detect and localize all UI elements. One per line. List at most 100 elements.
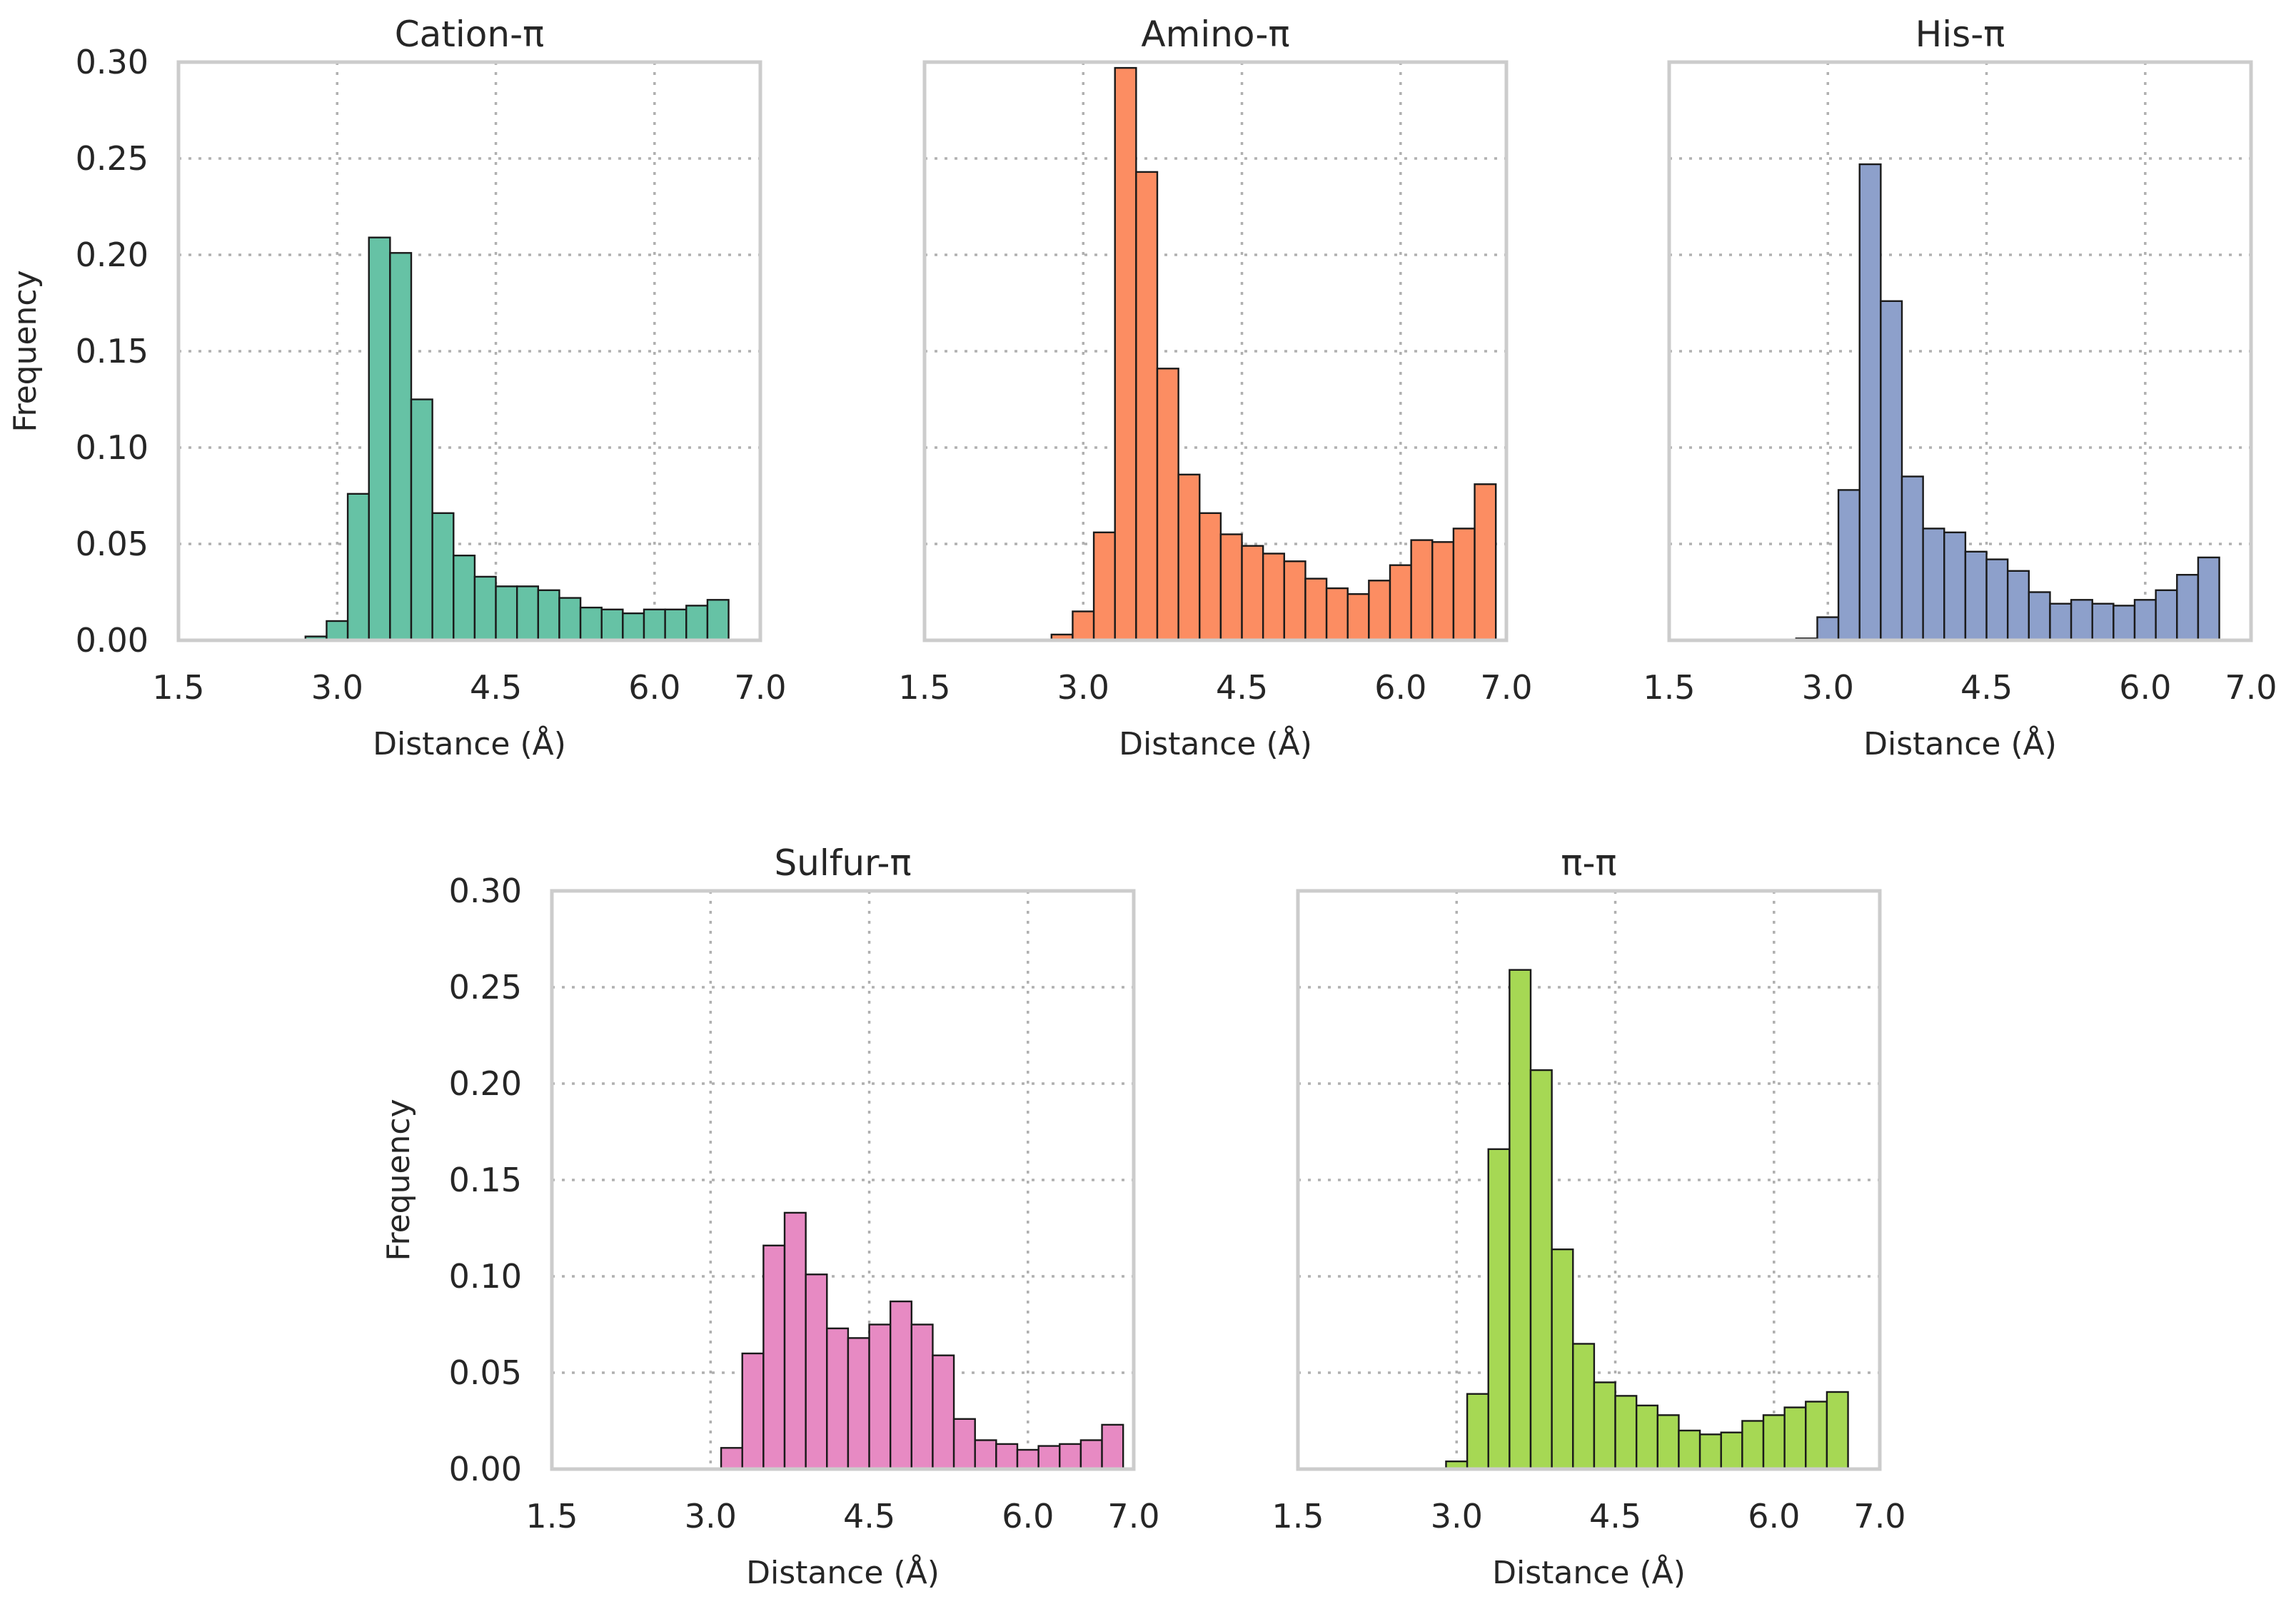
histogram-bar [1072, 610, 1095, 642]
x-axis-label: Distance (Å) [1119, 725, 1312, 762]
histogram-bar [1101, 1423, 1124, 1471]
histogram-bar [1985, 558, 2009, 642]
histogram-bar [558, 597, 582, 642]
histogram-bar [2176, 574, 2200, 642]
histogram-bar [868, 1323, 892, 1471]
y-tick-label: 0.20 [76, 236, 148, 274]
y-tick-label: 0.15 [76, 332, 148, 370]
histogram-bar [410, 398, 433, 642]
x-tick-label: 1.5 [1272, 1497, 1324, 1535]
histogram-bar [1016, 1448, 1039, 1471]
y-axis-label: Frequency [381, 1099, 417, 1261]
x-tick-label: 6.0 [628, 668, 680, 707]
histogram-bar [1741, 1420, 1765, 1471]
histogram-bar [1816, 616, 1840, 642]
histogram-bar [495, 585, 518, 642]
histogram-bar [600, 608, 624, 642]
histogram-bar [1487, 1148, 1511, 1471]
histogram-bar [1529, 1069, 1553, 1471]
histogram-bar [1943, 531, 1967, 642]
axes-frame [922, 60, 1509, 642]
histogram-bar [1135, 171, 1159, 642]
y-axis-label: Frequency [7, 270, 44, 432]
histogram-bar [664, 608, 688, 642]
histogram-bar [1304, 577, 1328, 642]
histogram-bar [1551, 1248, 1574, 1471]
y-tick-label: 0.30 [449, 872, 522, 910]
histogram-bar [1593, 1381, 1616, 1471]
histogram-bar [1805, 1401, 1828, 1471]
histogram-bar [326, 620, 349, 642]
x-tick-label: 6.0 [2119, 668, 2171, 707]
chart-title: Amino-π [1141, 14, 1289, 55]
chart-title: π-π [1561, 842, 1616, 884]
x-tick-label: 1.5 [898, 668, 950, 707]
axes-frame [550, 889, 1136, 1471]
histogram-bar [685, 605, 709, 642]
axes-frame [176, 60, 762, 642]
y-tick-label: 0.05 [76, 525, 148, 563]
x-axis-label: Distance (Å) [1863, 725, 2057, 762]
histogram-bar [952, 1418, 976, 1471]
histogram-bar [1964, 550, 1988, 642]
x-axis-label: Distance (Å) [1492, 1553, 1686, 1591]
histogram-bar [995, 1443, 1019, 1471]
histogram-bar [1092, 531, 1116, 642]
histogram-bar [1698, 1433, 1722, 1471]
histogram-bar [1431, 541, 1455, 642]
y-tick-label: 0.30 [76, 43, 148, 81]
histogram-bar [1635, 1404, 1659, 1471]
axes-frame [1296, 889, 1882, 1471]
histogram-bar [1656, 1414, 1680, 1471]
histogram-bar [1783, 1406, 1807, 1471]
histogram-bar [1241, 545, 1264, 642]
chart-panel: Sulfur-π 1.5 3.0 4.5 6.0 7.0 Distance (Å) 0.00 0… [381, 842, 1160, 1591]
histogram-bar [1762, 1414, 1786, 1471]
histogram-bar [1325, 587, 1349, 642]
histogram-bar [741, 1352, 765, 1471]
chart-title: Sulfur-π [774, 842, 911, 884]
histogram-bar [826, 1327, 850, 1471]
x-tick-label: 1.5 [1643, 668, 1695, 707]
histogram-bar [2006, 570, 2030, 642]
histogram-bar [1219, 533, 1243, 642]
histogram-bar [431, 512, 455, 642]
x-tick-label: 7.0 [734, 668, 786, 707]
x-tick-label: 3.0 [1802, 668, 1854, 707]
x-tick-label: 3.0 [685, 1497, 737, 1535]
histogram-bar [1900, 475, 1924, 642]
x-tick-label: 7.0 [1853, 1497, 1905, 1535]
histogram-bar [1858, 163, 1882, 642]
histogram-bar [1410, 539, 1434, 642]
histogram-bar [2091, 602, 2115, 642]
x-tick-label: 3.0 [1431, 1497, 1483, 1535]
x-axis-label: Distance (Å) [746, 1553, 940, 1591]
histogram-bar [847, 1337, 870, 1471]
x-tick-label: 4.5 [843, 1497, 895, 1535]
histogram-bar [2028, 591, 2051, 642]
chart-title: His-π [1915, 14, 2005, 55]
histogram-bar [910, 1323, 934, 1471]
histogram-bar [706, 599, 730, 642]
histogram-bar [1114, 66, 1137, 642]
histogram-bar [368, 236, 391, 642]
histogram-bar [2197, 556, 2220, 642]
x-tick-label: 3.0 [1057, 668, 1109, 707]
x-tick-label: 7.0 [2225, 668, 2277, 707]
histogram-bar [1177, 473, 1201, 642]
histogram-bar [974, 1439, 997, 1471]
histogram-bar [1509, 969, 1532, 1471]
x-tick-label: 4.5 [470, 668, 522, 707]
histogram-bar [1880, 300, 1903, 642]
y-tick-label: 0.20 [449, 1064, 522, 1103]
histogram-bar [889, 1300, 913, 1471]
x-tick-label: 1.5 [525, 1497, 578, 1535]
histogram-bar [1614, 1395, 1638, 1471]
histogram-bar [1826, 1391, 1849, 1471]
histogram-bar [1720, 1431, 1743, 1471]
histogram-bar [1368, 580, 1391, 642]
histogram-bar [1466, 1393, 1489, 1471]
y-tick-label: 0.10 [76, 428, 148, 467]
histogram-bar [1389, 564, 1412, 642]
